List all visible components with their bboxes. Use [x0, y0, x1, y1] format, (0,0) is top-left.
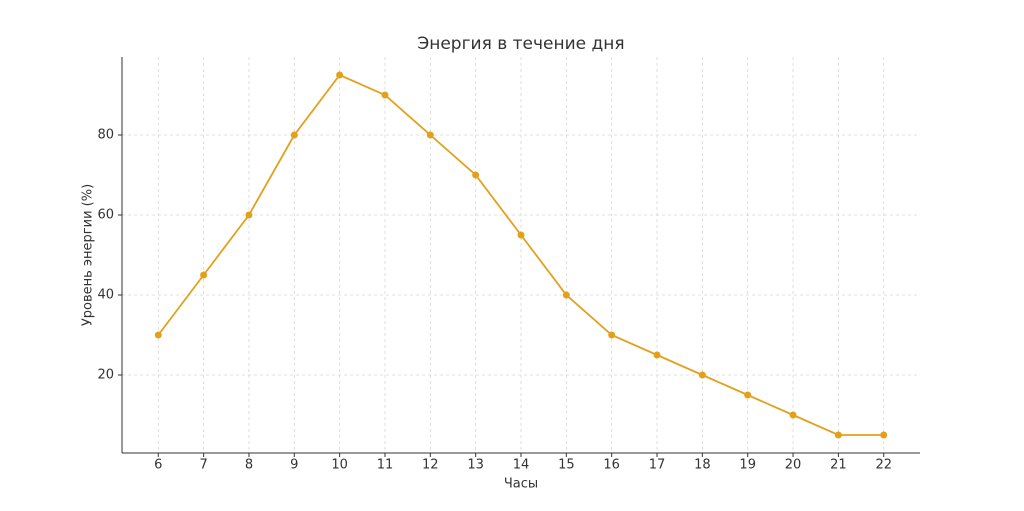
x-tick-label: 7 — [199, 458, 207, 473]
point — [245, 211, 253, 219]
point — [426, 131, 434, 139]
x-tick-label: 15 — [558, 458, 575, 473]
x-tick-label: 20 — [785, 458, 802, 473]
x-tick-label: 9 — [290, 458, 298, 473]
x-tick-label: 22 — [875, 458, 892, 473]
y-tick-label: 60 — [97, 208, 114, 223]
chart-title: Энергия в течение дня — [417, 34, 624, 54]
x-tick-label: 17 — [649, 458, 666, 473]
x-tick-label: 10 — [331, 458, 348, 473]
point — [789, 411, 797, 419]
x-tick-label: 8 — [245, 458, 253, 473]
point — [653, 351, 661, 359]
x-axis-label: Часы — [504, 477, 538, 492]
y-tick-label: 80 — [97, 128, 114, 143]
point — [698, 371, 706, 379]
point — [290, 131, 298, 139]
x-tick-label: 21 — [830, 458, 847, 473]
point — [608, 331, 616, 339]
x-tick-label: 12 — [422, 458, 439, 473]
x-tick-label: 6 — [154, 458, 162, 473]
x-tick-label: 13 — [467, 458, 484, 473]
point — [517, 231, 525, 239]
x-tick-label: 14 — [513, 458, 530, 473]
point — [834, 431, 842, 439]
x-tick-label: 19 — [739, 458, 756, 473]
x-tick-label: 16 — [603, 458, 620, 473]
point — [880, 431, 888, 439]
x-tick-label: 11 — [377, 458, 394, 473]
y-tick-label: 20 — [97, 368, 114, 383]
point — [336, 71, 344, 79]
x-tick-label: 18 — [694, 458, 711, 473]
y-tick-label: 40 — [97, 288, 114, 303]
point — [381, 91, 389, 99]
point — [154, 331, 162, 339]
point — [200, 271, 208, 279]
point — [744, 391, 752, 399]
point — [472, 171, 480, 179]
point — [562, 291, 570, 299]
y-axis-label: Уровень энергии (%) — [81, 184, 96, 326]
